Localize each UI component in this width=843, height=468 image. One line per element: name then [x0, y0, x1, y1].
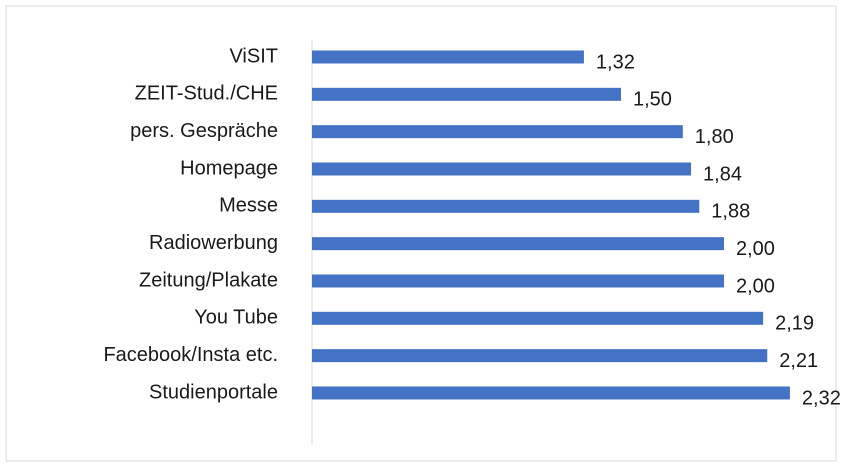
data-label: 1,84	[703, 163, 742, 185]
y-tick-label: ViSIT	[229, 45, 278, 67]
bar	[312, 386, 790, 400]
data-label: 2,21	[779, 350, 818, 372]
bar	[312, 199, 700, 213]
y-tick-label: Messe	[219, 195, 278, 217]
bar	[312, 349, 768, 363]
y-tick-label: Homepage	[180, 157, 278, 179]
data-label: 1,80	[695, 126, 734, 148]
data-label: 2,19	[775, 313, 814, 335]
bar	[312, 162, 692, 176]
data-label: 2,00	[736, 275, 775, 297]
data-label: 1,50	[633, 89, 672, 111]
data-label: 2,00	[736, 238, 775, 260]
y-tick-label: Facebook/Insta etc.	[103, 344, 278, 366]
data-label: 2,32	[802, 387, 841, 409]
y-tick-label: You Tube	[194, 307, 278, 329]
data-label: 1,88	[711, 201, 750, 223]
chart-border	[5, 5, 837, 462]
data-label: 1,32	[596, 51, 635, 73]
y-tick-label: Studienportale	[149, 381, 278, 403]
y-tick-label: ZEIT-Stud./CHE	[135, 83, 278, 105]
bar	[312, 50, 584, 64]
bar	[312, 125, 683, 139]
bar	[312, 274, 724, 288]
bar	[312, 87, 621, 101]
bar	[312, 237, 724, 251]
y-tick-label: Zeitung/Plakate	[139, 269, 278, 291]
y-tick-label: pers. Gespräche	[130, 120, 278, 142]
y-tick-label: Radiowerbung	[149, 232, 278, 254]
bar	[312, 311, 764, 325]
